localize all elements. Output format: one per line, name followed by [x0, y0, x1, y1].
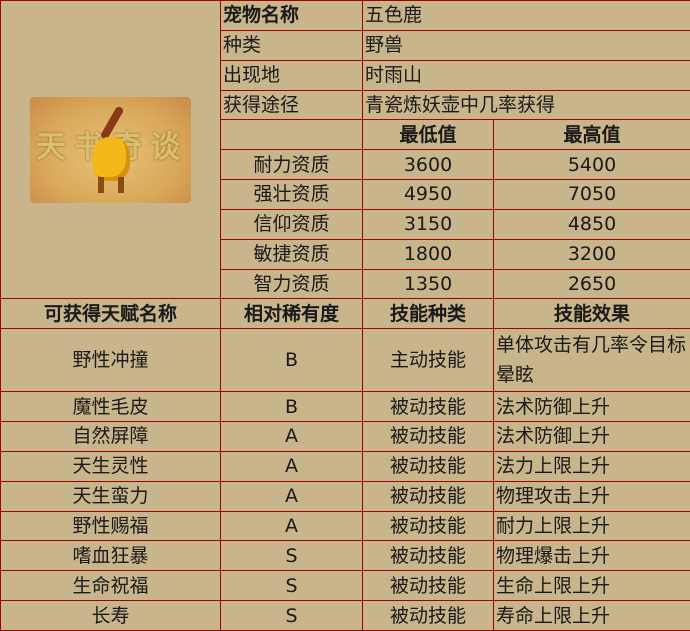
- stat-min: 3150: [362, 208, 494, 240]
- label: 宠物名称: [220, 0, 363, 31]
- stat-row: 智力资质 1350 2650: [1, 268, 690, 300]
- talent-rarity: S: [220, 570, 363, 602]
- deer-leg: [118, 176, 124, 193]
- talent-row: 自然屏障 A 被动技能 法术防御上升: [0, 421, 690, 452]
- deer-body: [92, 136, 130, 181]
- talent-rarity: A: [220, 421, 363, 452]
- talent-name: 生命祝福: [0, 570, 221, 602]
- stat-name: 强壮资质: [220, 179, 363, 210]
- deer-leg: [98, 176, 104, 193]
- talent-effect: 法力上限上升: [492, 450, 690, 482]
- talent-row: 长寿 S 被动技能 寿命上限上升: [0, 600, 690, 631]
- talent-effect: 耐力上限上升: [492, 510, 690, 542]
- stat-min: 3600: [362, 149, 494, 181]
- stat-name: 信仰资质: [220, 208, 363, 240]
- pet-image: 天书奇谈: [30, 96, 191, 203]
- talent-row: 天生灵性 A 被动技能 法力上限上升: [0, 450, 690, 482]
- talent-name: 自然屏障: [0, 421, 221, 452]
- stat-row: 敏捷资质 1800 3200: [1, 238, 690, 270]
- header-effect: 技能效果: [492, 298, 690, 330]
- talent-rarity: A: [220, 480, 363, 512]
- talent-effect: 法术防御上升: [492, 421, 690, 452]
- pet-name: 五色鹿: [361, 0, 690, 31]
- talent-kind: 被动技能: [362, 480, 494, 512]
- talent-kind: 被动技能: [362, 391, 494, 422]
- stat-max: 4850: [492, 208, 690, 240]
- talent-effect: 物理攻击上升: [492, 480, 690, 512]
- empty-cell: [220, 119, 363, 151]
- stat-max: 7050: [492, 179, 690, 210]
- talent-row: 魔性毛皮 B 被动技能 法术防御上升: [0, 391, 690, 422]
- label: 获得途径: [220, 89, 363, 121]
- label: 出现地: [220, 59, 363, 91]
- header-rarity: 相对稀有度: [220, 298, 363, 330]
- stat-name: 敏捷资质: [220, 238, 363, 270]
- pet-type: 野兽: [361, 29, 690, 61]
- stat-max: 2650: [492, 268, 690, 300]
- header-talent-name: 可获得天赋名称: [0, 298, 221, 330]
- talent-effect: 生命上限上升: [492, 570, 690, 602]
- talent-name: 嗜血狂暴: [0, 540, 221, 572]
- stat-row: 信仰资质 3150 4850: [1, 208, 690, 240]
- talent-kind: 被动技能: [362, 421, 494, 452]
- talent-rarity: A: [220, 450, 363, 482]
- talent-rarity: S: [220, 600, 363, 631]
- talent-kind: 被动技能: [362, 540, 494, 572]
- talent-rarity: B: [220, 328, 363, 393]
- talent-effect: 物理爆击上升: [492, 540, 690, 572]
- talent-rarity: A: [220, 510, 363, 542]
- talent-name: 长寿: [0, 600, 221, 631]
- talent-row: 野性冲撞 B 主动技能 单体攻击有几率令目标晕眩: [0, 328, 690, 393]
- talent-row: 嗜血狂暴 S 被动技能 物理爆击上升: [0, 540, 690, 572]
- stat-min: 1350: [362, 268, 494, 300]
- stat-row: 强壮资质 4950 7050: [1, 179, 690, 210]
- talent-header-row: 可获得天赋名称 相对稀有度 技能种类 技能效果: [0, 298, 690, 330]
- talent-name: 野性赐福: [0, 510, 221, 542]
- stat-name: 耐力资质: [220, 149, 363, 181]
- talent-kind: 被动技能: [362, 510, 494, 542]
- stat-max: 5400: [492, 149, 690, 181]
- talent-name: 野性冲撞: [0, 328, 221, 393]
- stat-row: 耐力资质 3600 5400: [1, 149, 690, 181]
- min-header: 最低值: [362, 119, 494, 151]
- talent-kind: 主动技能: [362, 328, 494, 393]
- info-row-name: 天书奇谈 宠物名称 五色鹿: [0, 0, 690, 300]
- talent-rarity: B: [220, 391, 363, 422]
- talent-kind: 被动技能: [362, 450, 494, 482]
- talent-name: 魔性毛皮: [0, 391, 221, 422]
- talent-effect: 法术防御上升: [492, 391, 690, 422]
- pet-location: 时雨山: [361, 59, 690, 91]
- talent-row: 生命祝福 S 被动技能 生命上限上升: [0, 570, 690, 602]
- talent-kind: 被动技能: [362, 600, 494, 631]
- talent-row: 野性赐福 A 被动技能 耐力上限上升: [0, 510, 690, 542]
- pet-obtain: 青瓷炼妖壶中几率获得: [361, 89, 690, 121]
- talent-rarity: S: [220, 540, 363, 572]
- label: 种类: [220, 29, 363, 61]
- talent-name: 天生灵性: [0, 450, 221, 482]
- stat-max: 3200: [492, 238, 690, 270]
- stat-min: 1800: [362, 238, 494, 270]
- stat-name: 智力资质: [220, 268, 363, 300]
- talent-row: 天生蛮力 A 被动技能 物理攻击上升: [0, 480, 690, 512]
- talent-kind: 被动技能: [362, 570, 494, 602]
- talent-name: 天生蛮力: [0, 480, 221, 512]
- stat-min: 4950: [362, 179, 494, 210]
- max-header: 最高值: [492, 119, 690, 151]
- header-kind: 技能种类: [362, 298, 494, 330]
- talent-effect: 寿命上限上升: [492, 600, 690, 631]
- talent-effect: 单体攻击有几率令目标晕眩: [492, 328, 690, 393]
- pet-image-cell: 天书奇谈: [0, 0, 221, 300]
